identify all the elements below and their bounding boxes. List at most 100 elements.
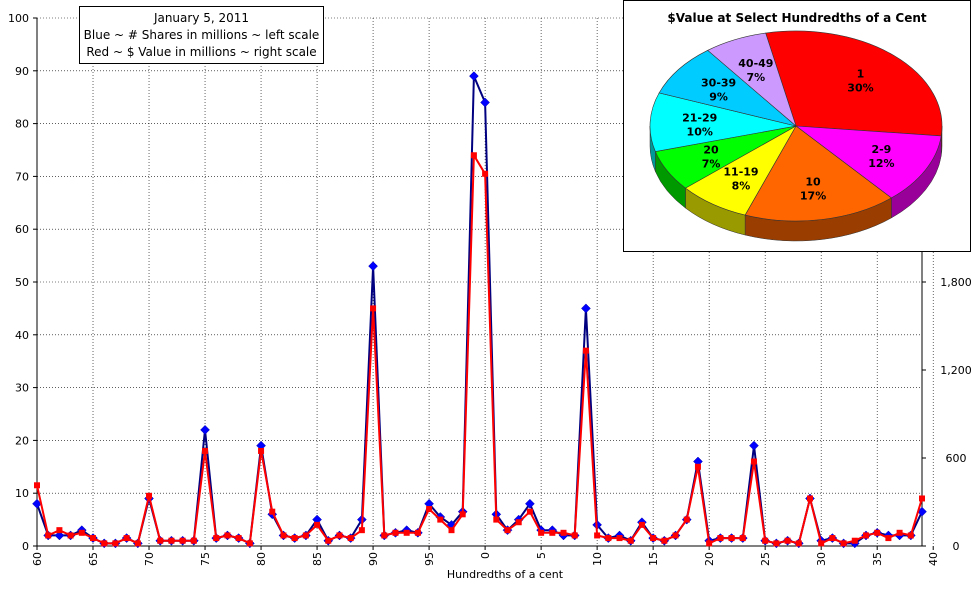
shares-point: [480, 97, 490, 108]
value-point: [862, 532, 869, 539]
x-tick-label: 20: [703, 552, 716, 566]
value-point: [448, 527, 455, 534]
value-point: [571, 532, 578, 539]
x-tick-label: 85: [311, 552, 324, 566]
value-point: [45, 532, 52, 539]
legend: January 5, 2011 Blue ~ # Shares in milli…: [79, 6, 324, 64]
value-point: [526, 508, 533, 515]
x-tick-label: 5: [535, 552, 548, 559]
y-left-tick-label: 80: [15, 118, 29, 131]
x-tick-label: 75: [199, 552, 212, 566]
value-point: [919, 495, 925, 502]
x-tick-label: 95: [423, 552, 436, 566]
value-point: [258, 447, 265, 454]
y-right-tick-label: 1,200: [940, 364, 971, 377]
y-left-tick-label: 20: [15, 434, 29, 447]
value-point: [90, 535, 97, 542]
value-point: [358, 527, 365, 534]
y-left-tick-label: 0: [22, 540, 29, 553]
value-point: [190, 537, 197, 544]
y-left-tick-label: 40: [15, 329, 29, 342]
value-point: [829, 535, 836, 542]
value-point: [470, 152, 477, 159]
value-point: [493, 516, 500, 523]
y-left-tick-label: 100: [8, 12, 29, 25]
pie-slice-percent: 12%: [868, 157, 894, 170]
value-point: [616, 535, 623, 542]
value-point: [672, 532, 679, 539]
pie-chart: 130%2-912%1017%11-198%207%21-2910%30-399…: [649, 30, 943, 242]
y-right-tick-label: 1,800: [940, 276, 971, 289]
value-point: [582, 347, 589, 354]
shares-point: [54, 530, 65, 541]
pie-slice-percent: 7%: [747, 71, 766, 84]
value-point: [683, 516, 690, 523]
pie-slice-label: 11-19: [723, 165, 758, 178]
pie-slice-2-9: [795, 125, 942, 199]
value-point: [314, 521, 321, 528]
value-point: [325, 537, 332, 544]
pie-slice-percent: 9%: [709, 91, 728, 104]
value-point: [392, 529, 399, 536]
legend-date: January 5, 2011: [153, 11, 250, 25]
value-point: [515, 519, 522, 526]
value-point: [269, 508, 276, 515]
pie-slice-40-49: [707, 32, 797, 127]
x-tick-label: 60: [31, 552, 44, 566]
value-point: [594, 532, 601, 539]
y-left-tick-label: 90: [15, 65, 29, 78]
value-point: [291, 535, 298, 542]
value-point: [224, 532, 231, 539]
pie-chart-panel: 1 30% 2-9 12% 10 17% 11-19 8% 20 7% 21-29 10% 30-39 9…: [623, 0, 971, 252]
value-point: [437, 516, 444, 523]
value-point: [459, 511, 466, 518]
value-point: [157, 537, 164, 544]
pie-slice-1: [765, 30, 943, 137]
pie-slice-label: 1: [857, 67, 865, 80]
value-point: [907, 532, 914, 539]
value-point: [549, 529, 556, 536]
value-point: [762, 537, 769, 544]
value-point: [123, 535, 130, 542]
value-point: [560, 529, 567, 536]
value-point: [638, 521, 645, 528]
value-point: [381, 532, 388, 539]
shares-point: [200, 424, 210, 435]
x-tick-label: 90: [367, 552, 380, 566]
y-left-tick-label: 60: [15, 223, 29, 236]
pie-slice-10: [744, 125, 892, 222]
pie-slice-label: 21-29: [682, 111, 717, 124]
value-point: [896, 529, 903, 536]
pie-slice-label: 40-49: [738, 57, 773, 70]
shares-point: [581, 303, 591, 314]
pie-sides: [649, 125, 943, 242]
pie-slice-percent: 10%: [687, 125, 713, 138]
value-point: [784, 537, 791, 544]
value-point: [280, 532, 287, 539]
pie-slice-30-39: [658, 49, 797, 127]
value-point: [101, 540, 108, 547]
x-tick-label: 10: [591, 552, 604, 566]
series-layer: [32, 71, 927, 549]
y-left-tick-label: 30: [15, 382, 29, 395]
value-point: [112, 540, 119, 547]
x-tick-label: 35: [871, 552, 884, 566]
y-right-tick-label: 600: [946, 452, 967, 465]
value-point: [706, 540, 713, 547]
value-point: [504, 527, 511, 534]
y-left-tick-label: 70: [15, 170, 29, 183]
value-point: [818, 540, 825, 547]
x-tick-label: 30: [815, 552, 828, 566]
value-point: [750, 458, 757, 465]
x-axis-label: Hundredths of a cent: [447, 568, 564, 581]
value-point: [370, 305, 377, 312]
value-point: [246, 540, 253, 547]
value-point: [661, 537, 668, 544]
value-point: [627, 537, 634, 544]
pie-slice-label: 2-9: [871, 143, 891, 156]
value-point: [717, 535, 724, 542]
value-point: [482, 170, 489, 177]
pie-slice-label: 30-39: [701, 77, 736, 90]
value-point: [694, 463, 701, 470]
